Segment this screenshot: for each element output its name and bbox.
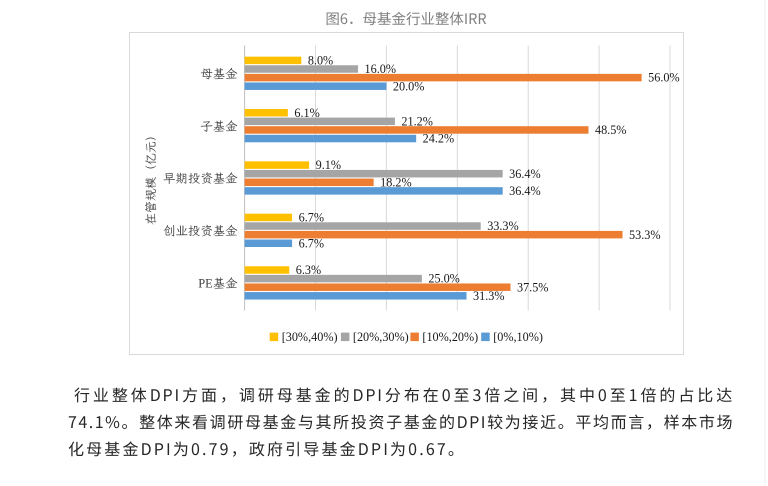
svg-text:早期投资基金: 早期投资基金 [163, 170, 238, 187]
svg-text:6.7%: 6.7% [299, 211, 324, 225]
svg-text:53.3%: 53.3% [629, 228, 660, 242]
svg-text:16.0%: 16.0% [365, 62, 396, 76]
svg-text:56.0%: 56.0% [648, 71, 679, 85]
svg-text:PE基金: PE基金 [198, 275, 238, 292]
svg-text:18.2%: 18.2% [380, 175, 411, 189]
svg-text:8.0%: 8.0% [308, 54, 333, 68]
svg-text:[10%,20%): [10%,20%) [422, 330, 478, 344]
svg-text:36.4%: 36.4% [509, 167, 540, 181]
svg-text:48.5%: 48.5% [595, 123, 626, 137]
svg-text:子基金: 子基金 [200, 117, 238, 134]
svg-text:36.4%: 36.4% [509, 184, 540, 198]
svg-text:37.5%: 37.5% [517, 280, 548, 294]
svg-text:在管规模（亿元）: 在管规模（亿元） [144, 129, 159, 225]
svg-text:9.1%: 9.1% [316, 158, 341, 172]
svg-text:33.3%: 33.3% [487, 219, 518, 233]
svg-text:6.7%: 6.7% [299, 236, 324, 250]
svg-text:25.0%: 25.0% [428, 272, 459, 286]
svg-text:24.2%: 24.2% [423, 132, 454, 146]
svg-text:6.3%: 6.3% [296, 263, 321, 277]
svg-text:创业投资基金: 创业投资基金 [163, 222, 238, 239]
svg-text:[20%,30%): [20%,30%) [353, 330, 409, 344]
svg-text:6.1%: 6.1% [294, 106, 319, 120]
svg-text:母基金: 母基金 [200, 65, 238, 82]
svg-text:图6．母基金行业整体IRR: 图6．母基金行业整体IRR [325, 8, 486, 29]
svg-text:[0%,10%): [0%,10%) [493, 330, 543, 344]
svg-text:20.0%: 20.0% [393, 79, 424, 93]
svg-text:31.3%: 31.3% [473, 289, 504, 303]
svg-text:21.2%: 21.2% [401, 114, 432, 128]
svg-text:[30%,40%): [30%,40%) [282, 330, 338, 344]
